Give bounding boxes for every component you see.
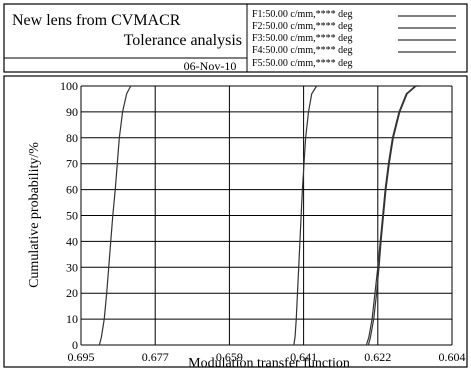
y-tick-label: 50 xyxy=(66,209,78,223)
y-tick-label: 40 xyxy=(66,234,78,248)
series-line-1 xyxy=(98,85,134,346)
x-tick-label: 0.641 xyxy=(290,350,317,364)
y-tick-label: 0 xyxy=(72,338,78,352)
y-tick-label: 80 xyxy=(66,131,78,145)
x-tick-labels: 0.695 0.677 0.659 0.641 0.622 0.604 xyxy=(68,350,466,364)
y-axis-label: Cumulative probability/% xyxy=(27,142,42,288)
legend-entry-f3: F3:50.00 c/mm,**** deg xyxy=(252,33,353,44)
y-tick-label: 20 xyxy=(66,286,78,300)
x-tick-label: 0.659 xyxy=(216,350,243,364)
header-title-line2: Tolerance analysis xyxy=(124,32,242,49)
series-line-4 xyxy=(365,85,420,346)
series-line-2 xyxy=(293,85,320,346)
y-tick-label: 100 xyxy=(60,79,78,93)
series-line-3 xyxy=(367,85,421,346)
plot-frame xyxy=(3,75,468,368)
x-tick-label: 0.677 xyxy=(142,350,169,364)
legend-entry-f2: F2:50.00 c/mm,**** deg xyxy=(252,21,353,32)
legend: F1:50.00 c/mm,**** deg F2:50.00 c/mm,***… xyxy=(252,9,456,69)
y-tick-label: 60 xyxy=(66,183,78,197)
y-tick-label: 30 xyxy=(66,260,78,274)
x-tick-label: 0.604 xyxy=(439,350,466,364)
y-tick-label: 10 xyxy=(66,312,78,326)
y-tick-labels: 0 10 20 30 40 50 60 70 80 90 100 xyxy=(60,79,78,352)
y-tick-label: 70 xyxy=(66,157,78,171)
curves xyxy=(98,85,421,346)
x-tick-label: 0.695 xyxy=(68,350,95,364)
legend-entry-f5: F5:50.00 c/mm,**** deg xyxy=(252,58,353,69)
header-frame xyxy=(3,3,468,73)
header-date: 06-Nov-10 xyxy=(184,59,237,73)
legend-entry-f4: F4:50.00 c/mm,**** deg xyxy=(252,45,353,56)
x-axis-label: Modulation transfer function xyxy=(188,356,350,371)
x-tick-label: 0.622 xyxy=(364,350,391,364)
legend-entry-f1: F1:50.00 c/mm,**** deg xyxy=(252,9,353,20)
y-tick-label: 90 xyxy=(66,105,78,119)
header-title-line1: New lens from CVMACR xyxy=(12,12,181,29)
grid xyxy=(80,85,453,346)
